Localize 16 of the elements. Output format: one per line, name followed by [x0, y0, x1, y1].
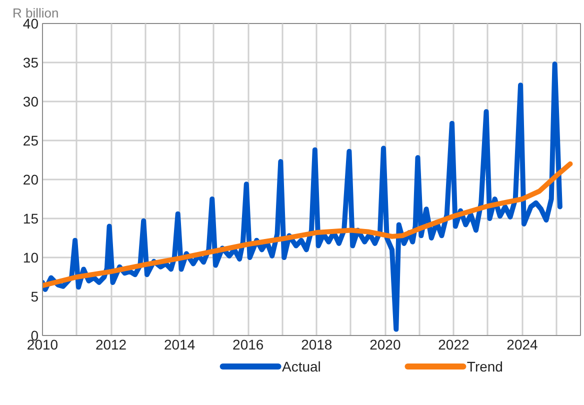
x-tick-label: 2022: [438, 336, 470, 352]
y-tick-label: 35: [22, 54, 39, 70]
y-tick-label: 10: [22, 250, 39, 266]
x-tick-label: 2016: [232, 336, 264, 352]
x-tick-label: 2020: [370, 336, 401, 352]
legend-label: Trend: [466, 358, 503, 374]
y-tick-label: 30: [22, 94, 39, 110]
x-tick-label: 2012: [95, 336, 127, 352]
x-tick-label: 2024: [506, 336, 538, 352]
y-tick-label: 5: [30, 288, 39, 304]
legend-label: Actual: [282, 358, 321, 374]
y-tick-label: 25: [22, 132, 39, 148]
x-tick-label: 2018: [301, 336, 332, 352]
x-tick-label: 2014: [164, 336, 196, 352]
y-tick-label: 15: [22, 210, 39, 226]
y-tick-label: 20: [22, 172, 39, 188]
